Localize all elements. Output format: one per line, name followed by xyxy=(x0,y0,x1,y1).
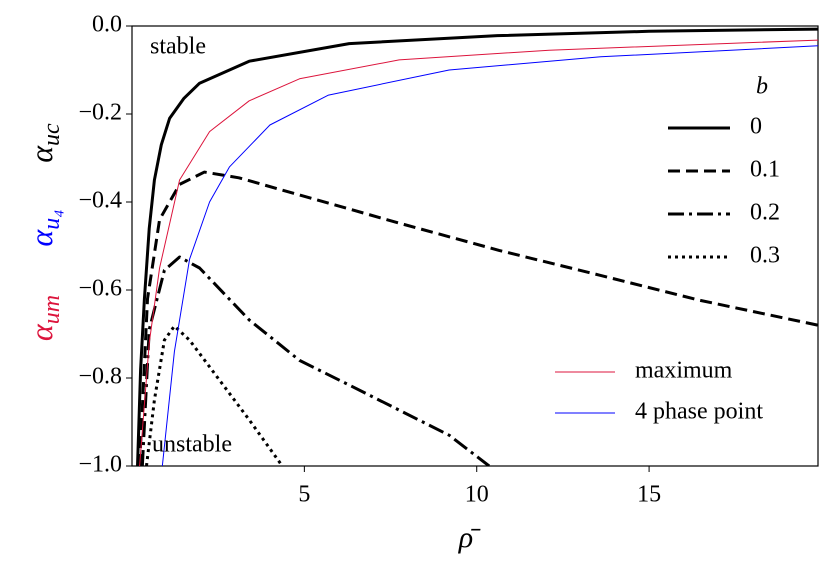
curve xyxy=(144,324,284,466)
curve xyxy=(139,39,818,466)
curve xyxy=(136,27,818,466)
y-label-subscript: um xyxy=(39,295,65,324)
y-label-symbol: α xyxy=(23,323,59,341)
x-tick-label: 10 xyxy=(465,482,489,508)
x-tick-label: 15 xyxy=(637,482,661,508)
y-tick-label: −0.8 xyxy=(78,364,122,390)
annotation: stable xyxy=(150,34,206,60)
plot-frame xyxy=(131,25,819,467)
curve xyxy=(138,170,818,466)
curve xyxy=(140,255,491,466)
legend-label: 0.3 xyxy=(750,243,780,269)
y-label-subscript: uc xyxy=(39,123,65,146)
y-label-subscript: u₄ xyxy=(39,209,65,229)
y-label-symbol: α xyxy=(23,145,59,163)
y-tick-label: −0.4 xyxy=(78,188,122,214)
x-axis-label: ρ̄ xyxy=(458,521,481,554)
y-tick-label: −0.2 xyxy=(78,100,122,126)
curve xyxy=(161,45,818,466)
y-label-symbol: α xyxy=(23,229,59,247)
y-axis-label: αu₄ xyxy=(23,209,64,246)
x-tick-label: 5 xyxy=(298,482,310,508)
legend-label: 0.1 xyxy=(750,157,780,183)
legend-label: maximum xyxy=(635,358,733,384)
y-axis-label: αum xyxy=(23,295,64,341)
legend-label: 0 xyxy=(750,114,762,140)
curves xyxy=(136,27,818,466)
y-axis-label: αuc xyxy=(23,123,64,163)
legend-title: b xyxy=(756,74,768,100)
legend-label: 0.2 xyxy=(750,200,780,226)
annotation: unstable xyxy=(152,432,232,458)
y-tick-label: −0.6 xyxy=(78,276,122,302)
legend-label: 4 phase point xyxy=(635,399,763,425)
y-tick-label: 0.0 xyxy=(92,12,122,38)
y-tick-label: −1.0 xyxy=(78,452,122,478)
